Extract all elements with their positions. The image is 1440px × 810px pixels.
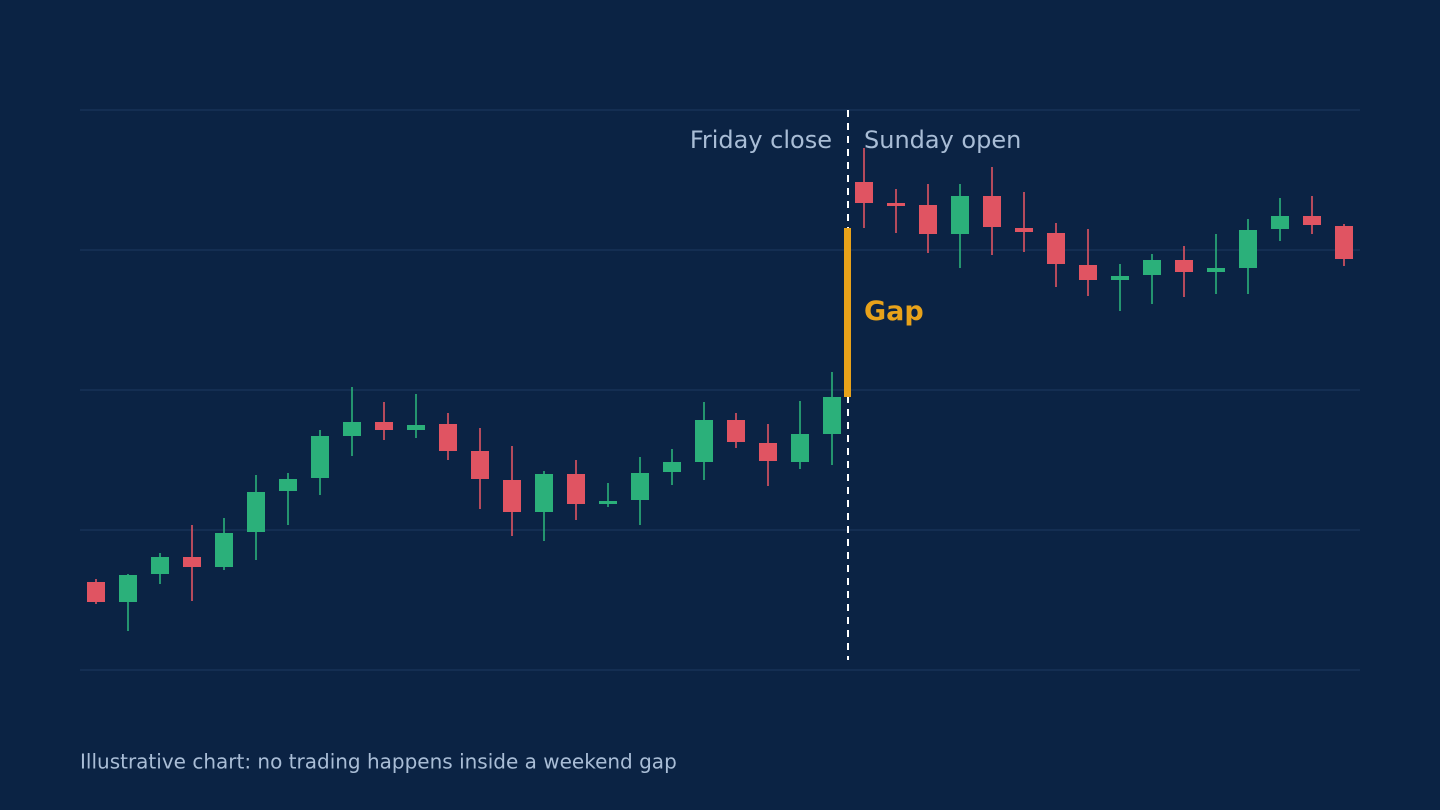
- candle-body: [919, 205, 937, 234]
- candle-body: [791, 434, 809, 462]
- candle-body: [1207, 268, 1225, 272]
- candle-body: [983, 196, 1001, 227]
- candle-body: [695, 420, 713, 462]
- candle-body: [887, 203, 905, 206]
- candle-body: [1335, 226, 1353, 259]
- candle-body: [215, 533, 233, 567]
- candle-body: [1111, 276, 1129, 280]
- candle-body: [1271, 216, 1289, 229]
- candle-body: [279, 479, 297, 491]
- candle-body: [663, 462, 681, 472]
- session-label: Sunday open: [864, 126, 1021, 154]
- candle-body: [567, 474, 585, 504]
- candle-body: [87, 582, 105, 602]
- candle-body: [1239, 230, 1257, 268]
- candle-body: [1079, 265, 1097, 280]
- candle-body: [1047, 233, 1065, 264]
- candle-body: [375, 422, 393, 430]
- candle-body: [311, 436, 329, 478]
- candle-body: [727, 420, 745, 442]
- candle-body: [247, 492, 265, 532]
- candle-body: [1015, 228, 1033, 232]
- candle-body: [1175, 260, 1193, 272]
- gap-label: Gap: [864, 296, 924, 327]
- candle-body: [343, 422, 361, 436]
- candle-body: [407, 425, 425, 430]
- candle-body: [535, 474, 553, 512]
- candle-body: [503, 480, 521, 512]
- gap-bar: [844, 228, 851, 397]
- candle-body: [471, 451, 489, 479]
- footnote: Illustrative chart: no trading happens i…: [80, 750, 677, 774]
- candle-body: [183, 557, 201, 567]
- candle-body: [1303, 216, 1321, 225]
- candle-body: [151, 557, 169, 574]
- candle-body: [951, 196, 969, 234]
- candle-body: [599, 501, 617, 504]
- candle-body: [631, 473, 649, 500]
- candle-body: [1143, 260, 1161, 275]
- candle-body: [855, 182, 873, 203]
- candle-body: [823, 397, 841, 434]
- session-label: Friday close: [690, 126, 832, 154]
- candle-body: [439, 424, 457, 451]
- candle-body: [119, 575, 137, 602]
- candle-body: [759, 443, 777, 461]
